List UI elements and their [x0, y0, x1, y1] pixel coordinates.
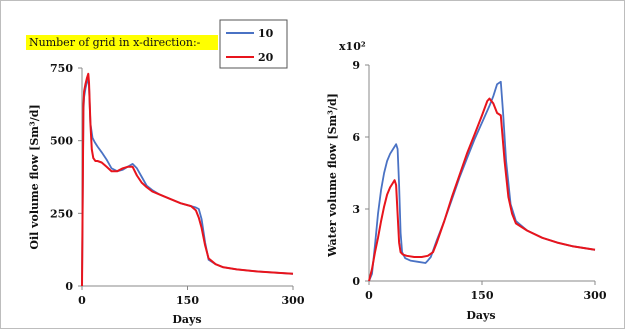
oil-x-tick-label: 150 — [176, 294, 199, 307]
water-flow-chart: 0 150 300 0 3 6 9 x10² Days Water volume flow … — [326, 40, 607, 322]
oil-y-tick-label: 750 — [50, 62, 73, 75]
water-x-tick-label: 0 — [365, 289, 373, 302]
annotation-text: Number of grid in x-direction:- — [29, 36, 201, 49]
legend-label-20: 20 — [258, 51, 274, 64]
annotation-highlight — [26, 35, 218, 50]
legend-box — [219, 19, 288, 69]
water-series-line-20 — [368, 97, 596, 282]
oil-ticks: 0 150 300 0 250 500 750 — [50, 62, 305, 307]
oil-series-line-20 — [81, 72, 294, 287]
water-y-tick-label: 6 — [352, 131, 360, 144]
oil-series-line-10 — [81, 78, 294, 287]
water-y-tick-label: 0 — [352, 275, 360, 288]
water-ticks: 0 150 300 0 3 6 9 — [352, 59, 606, 302]
legend: 10 20 — [219, 19, 288, 69]
oil-y-tick-label: 500 — [50, 135, 73, 148]
oil-lines — [81, 72, 294, 287]
oil-x-axis-label: Days — [172, 313, 201, 326]
oil-y-tick-label: 0 — [65, 280, 73, 293]
water-y-tick-label: 9 — [352, 59, 360, 72]
oil-x-tick-label: 0 — [78, 294, 86, 307]
oil-flow-chart: 0 150 300 0 250 500 750 Days Oil volume flow [… — [28, 62, 305, 326]
water-y-axis-label: Water volume flow [Sm³/d] — [326, 93, 339, 258]
water-x-tick-label: 150 — [471, 289, 494, 302]
water-series-line-10 — [368, 80, 596, 282]
oil-y-axis-label: Oil volume flow [Sm³/d] — [28, 104, 41, 249]
water-x-axis-label: Days — [466, 309, 495, 322]
legend-label-10: 10 — [258, 27, 274, 40]
oil-y-tick-label: 250 — [50, 207, 73, 220]
oil-x-tick-label: 300 — [282, 294, 305, 307]
water-lines — [368, 80, 596, 282]
water-x-tick-label: 300 — [584, 289, 607, 302]
water-y-tick-label: 3 — [352, 203, 360, 216]
water-y-multiplier: x10² — [339, 40, 366, 53]
